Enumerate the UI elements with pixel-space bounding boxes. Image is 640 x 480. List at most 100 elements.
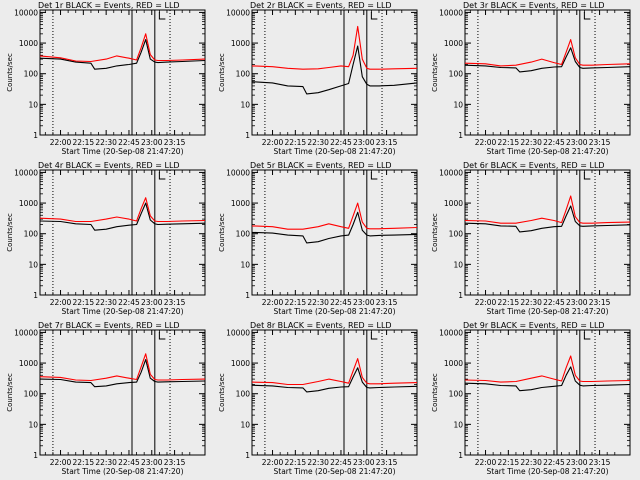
y-tick-label: 1000 bbox=[19, 39, 38, 48]
x-tick-label: 22:00 bbox=[50, 298, 72, 307]
y-tick-label: 10 bbox=[240, 100, 250, 109]
x-tick-label: 23:15 bbox=[376, 458, 398, 467]
chart-title: Det 3r BLACK = Events, RED = LLD bbox=[463, 1, 605, 10]
x-tick-label: 22:30 bbox=[520, 138, 542, 147]
y-tick-label: 1000 bbox=[19, 359, 38, 368]
x-axis-label: Start Time (20-Sep-08 21:47:20) bbox=[487, 147, 609, 156]
y-tick-label: 10 bbox=[28, 100, 38, 109]
series-line-events bbox=[464, 205, 631, 233]
chart-panel-9: 1 10 100 1000 10000 22:00 22:15 22:30 22:45 23:00… bbox=[431, 321, 631, 476]
chart-panel-4: 1 10 100 1000 10000 22:00 22:15 22:30 22:45 23:00… bbox=[6, 161, 206, 316]
series-line-lld bbox=[251, 358, 418, 386]
x-tick-label: 22:15 bbox=[498, 298, 520, 307]
y-tick-label: 100 bbox=[449, 230, 464, 239]
y-tick-label: 10000 bbox=[14, 168, 38, 177]
y-axis-label: Counts/sec bbox=[431, 213, 439, 252]
chart-panel-6: 1 10 100 1000 10000 22:00 22:15 22:30 22:45 23:00… bbox=[431, 161, 631, 316]
y-tick-label: 1 bbox=[33, 451, 38, 460]
y-tick-label: 1 bbox=[245, 291, 250, 300]
y-tick-label: 10000 bbox=[226, 8, 250, 17]
x-tick-label: 22:30 bbox=[520, 458, 542, 467]
y-tick-label: 10 bbox=[453, 260, 463, 269]
bracket-mark bbox=[370, 12, 378, 20]
x-tick-label: 22:00 bbox=[475, 298, 497, 307]
y-tick-label: 100 bbox=[236, 230, 251, 239]
y-tick-label: 10000 bbox=[14, 328, 38, 337]
x-tick-label: 22:00 bbox=[50, 458, 72, 467]
chart-title: Det 4r BLACK = Events, RED = LLD bbox=[38, 161, 180, 170]
x-tick-label: 22:15 bbox=[285, 298, 307, 307]
x-tick-label: 23:15 bbox=[164, 458, 186, 467]
x-tick-label: 22:15 bbox=[498, 458, 520, 467]
y-tick-label: 10 bbox=[28, 420, 38, 429]
chart-title: Det 2r BLACK = Events, RED = LLD bbox=[250, 1, 392, 10]
x-tick-label: 23:00 bbox=[566, 298, 588, 307]
y-tick-label: 1 bbox=[458, 451, 463, 460]
y-tick-label: 10000 bbox=[439, 168, 463, 177]
y-tick-label: 1000 bbox=[444, 199, 463, 208]
x-tick-label: 22:30 bbox=[95, 298, 117, 307]
y-tick-label: 1000 bbox=[231, 359, 250, 368]
x-tick-label: 22:45 bbox=[543, 138, 565, 147]
chart-title: Det 6r BLACK = Events, RED = LLD bbox=[463, 161, 605, 170]
y-tick-label: 100 bbox=[236, 70, 251, 79]
chart-panel-8: 1 10 100 1000 10000 22:00 22:15 22:30 22:45 23:00… bbox=[218, 321, 418, 476]
x-tick-label: 23:15 bbox=[376, 138, 398, 147]
x-tick-label: 22:00 bbox=[262, 138, 284, 147]
series-line-lld bbox=[251, 25, 418, 70]
y-tick-label: 10000 bbox=[439, 8, 463, 17]
y-axis-label: Counts/sec bbox=[6, 373, 14, 412]
x-tick-label: 23:15 bbox=[376, 298, 398, 307]
x-tick-label: 23:00 bbox=[141, 458, 163, 467]
x-tick-label: 23:00 bbox=[141, 298, 163, 307]
y-axis-label: Counts/sec bbox=[431, 373, 439, 412]
y-axis-label: Counts/sec bbox=[218, 53, 226, 92]
y-tick-label: 1000 bbox=[444, 39, 463, 48]
chart-title: Det 8r BLACK = Events, RED = LLD bbox=[250, 321, 392, 330]
plot-frame bbox=[39, 9, 206, 136]
x-tick-label: 22:30 bbox=[307, 458, 329, 467]
y-axis-label: Counts/sec bbox=[218, 373, 226, 412]
y-tick-label: 10 bbox=[28, 260, 38, 269]
bracket-mark bbox=[158, 172, 166, 180]
x-tick-label: 22:45 bbox=[543, 458, 565, 467]
x-tick-label: 22:15 bbox=[73, 298, 95, 307]
y-tick-label: 10 bbox=[453, 100, 463, 109]
y-tick-label: 100 bbox=[449, 390, 464, 399]
x-tick-label: 22:15 bbox=[73, 138, 95, 147]
bracket-mark bbox=[370, 332, 378, 340]
x-tick-label: 22:15 bbox=[285, 458, 307, 467]
x-tick-label: 22:00 bbox=[262, 458, 284, 467]
series-line-events bbox=[39, 202, 206, 231]
plot-frame bbox=[39, 329, 206, 456]
x-axis-label: Start Time (20-Sep-08 21:47:20) bbox=[274, 307, 396, 316]
x-tick-label: 22:30 bbox=[520, 298, 542, 307]
y-tick-label: 10000 bbox=[439, 328, 463, 337]
plot-frame bbox=[251, 9, 418, 136]
chart-panel-1: 1 10 100 1000 10000 22:00 22:15 22:30 22:45 23:00… bbox=[6, 1, 206, 156]
x-tick-label: 22:30 bbox=[307, 298, 329, 307]
x-axis-label: Start Time (20-Sep-08 21:47:20) bbox=[62, 307, 184, 316]
chart-panel-3: 1 10 100 1000 10000 22:00 22:15 22:30 22:45 23:00… bbox=[431, 1, 631, 156]
x-tick-label: 22:45 bbox=[543, 298, 565, 307]
series-line-lld bbox=[464, 355, 631, 383]
x-tick-label: 23:00 bbox=[141, 138, 163, 147]
y-tick-label: 10 bbox=[240, 420, 250, 429]
x-tick-label: 23:00 bbox=[353, 298, 375, 307]
y-tick-label: 1 bbox=[458, 291, 463, 300]
x-axis-label: Start Time (20-Sep-08 21:47:20) bbox=[62, 147, 184, 156]
x-tick-label: 23:15 bbox=[164, 138, 186, 147]
bracket-mark bbox=[583, 332, 591, 340]
x-tick-label: 23:00 bbox=[353, 458, 375, 467]
x-tick-label: 23:15 bbox=[589, 298, 611, 307]
x-axis-label: Start Time (20-Sep-08 21:47:20) bbox=[487, 307, 609, 316]
series-line-lld bbox=[464, 195, 631, 224]
x-tick-label: 22:45 bbox=[118, 458, 140, 467]
x-tick-label: 22:00 bbox=[475, 138, 497, 147]
series-line-lld bbox=[39, 33, 206, 63]
y-tick-label: 100 bbox=[24, 70, 39, 79]
x-tick-label: 22:00 bbox=[50, 138, 72, 147]
x-tick-label: 23:00 bbox=[566, 138, 588, 147]
y-tick-label: 1 bbox=[33, 291, 38, 300]
